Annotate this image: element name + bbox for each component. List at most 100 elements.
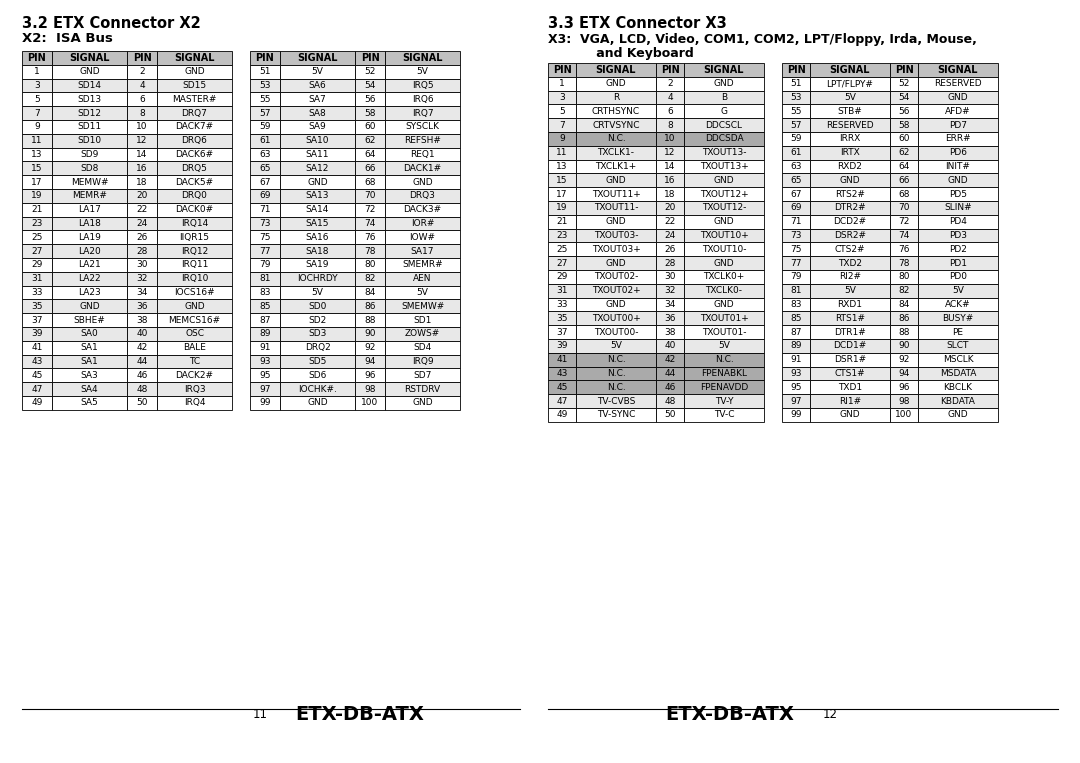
Text: PD4: PD4 [949,217,967,226]
Bar [22,79,52,92]
Text: N.C.: N.C. [715,356,733,364]
Text: IRQ7: IRQ7 [411,108,433,118]
Bar [249,258,280,272]
Bar [890,132,918,146]
Bar [127,175,157,189]
Bar [384,120,460,134]
Text: 31: 31 [31,274,43,283]
Bar [280,217,355,230]
Bar [52,92,127,106]
Bar [890,118,918,132]
Bar [157,272,232,285]
Text: TXOUT00-: TXOUT00- [594,327,638,336]
Text: 5: 5 [35,95,40,104]
Text: SIGNAL: SIGNAL [402,53,443,63]
Bar [782,201,810,215]
Text: 50: 50 [136,398,148,407]
Text: 41: 41 [556,356,568,364]
Text: LA19: LA19 [78,233,100,242]
Text: DDCSCL: DDCSCL [705,121,743,130]
Bar [249,162,280,175]
Bar [22,244,52,258]
Text: 15: 15 [556,175,568,185]
Bar [656,353,684,366]
Bar [127,382,157,396]
Bar [280,175,355,189]
Text: TXD1: TXD1 [838,383,862,391]
Text: SA0: SA0 [81,330,98,339]
Text: DACK5#: DACK5# [175,178,214,187]
Bar [918,284,998,298]
Text: GND: GND [606,175,626,185]
Text: 42: 42 [664,356,676,364]
Text: REQ1: REQ1 [410,150,435,159]
Text: 73: 73 [259,219,271,228]
Bar [576,381,656,394]
Bar [355,147,384,162]
Bar [656,229,684,243]
Bar [782,118,810,132]
Bar [249,285,280,299]
Text: G: G [720,107,728,116]
Bar [127,369,157,382]
Text: 81: 81 [791,286,801,295]
Text: GND: GND [947,175,969,185]
Bar [656,339,684,353]
Text: DTR1#: DTR1# [834,327,866,336]
Bar [782,63,810,77]
Text: 16: 16 [664,175,676,185]
Bar [548,311,576,325]
Text: 17: 17 [31,178,43,187]
Text: LA18: LA18 [78,219,100,228]
Bar [548,298,576,311]
Text: GND: GND [79,302,99,311]
Bar [576,298,656,311]
Text: SD14: SD14 [78,81,102,90]
Text: 81: 81 [259,274,271,283]
Text: 80: 80 [364,260,376,269]
Text: 93: 93 [259,357,271,366]
Text: PIN: PIN [256,53,274,63]
Text: 65: 65 [791,175,801,185]
Bar [656,187,684,201]
Bar [684,325,764,339]
Text: 69: 69 [791,204,801,212]
Bar [22,162,52,175]
Bar [249,230,280,244]
Text: SA13: SA13 [306,192,329,201]
Bar [355,272,384,285]
Text: 67: 67 [791,189,801,198]
Bar [576,243,656,256]
Text: DACK1#: DACK1# [404,164,442,172]
Text: PIN: PIN [894,65,914,75]
Bar [782,173,810,187]
Bar [249,369,280,382]
Bar [52,230,127,244]
Bar [684,381,764,394]
Text: 11: 11 [253,709,268,722]
Text: GND: GND [606,259,626,268]
Text: LA20: LA20 [78,246,100,256]
Text: 76: 76 [899,245,909,254]
Text: 90: 90 [364,330,376,339]
Bar [576,394,656,408]
Text: 5V: 5V [311,67,323,76]
Text: SBHE#: SBHE# [73,316,106,324]
Text: DRQ6: DRQ6 [181,137,207,145]
Bar [684,215,764,229]
Bar [52,272,127,285]
Bar [576,339,656,353]
Bar [782,270,810,284]
Text: TV-CVBS: TV-CVBS [597,397,635,406]
Text: 56: 56 [899,107,909,116]
Bar [810,381,890,394]
Text: 68: 68 [899,189,909,198]
Bar [684,353,764,366]
Text: SD11: SD11 [78,122,102,131]
Text: 95: 95 [259,371,271,380]
Bar [890,187,918,201]
Bar [548,91,576,105]
Bar [127,51,157,65]
Text: 90: 90 [899,341,909,350]
Bar [918,298,998,311]
